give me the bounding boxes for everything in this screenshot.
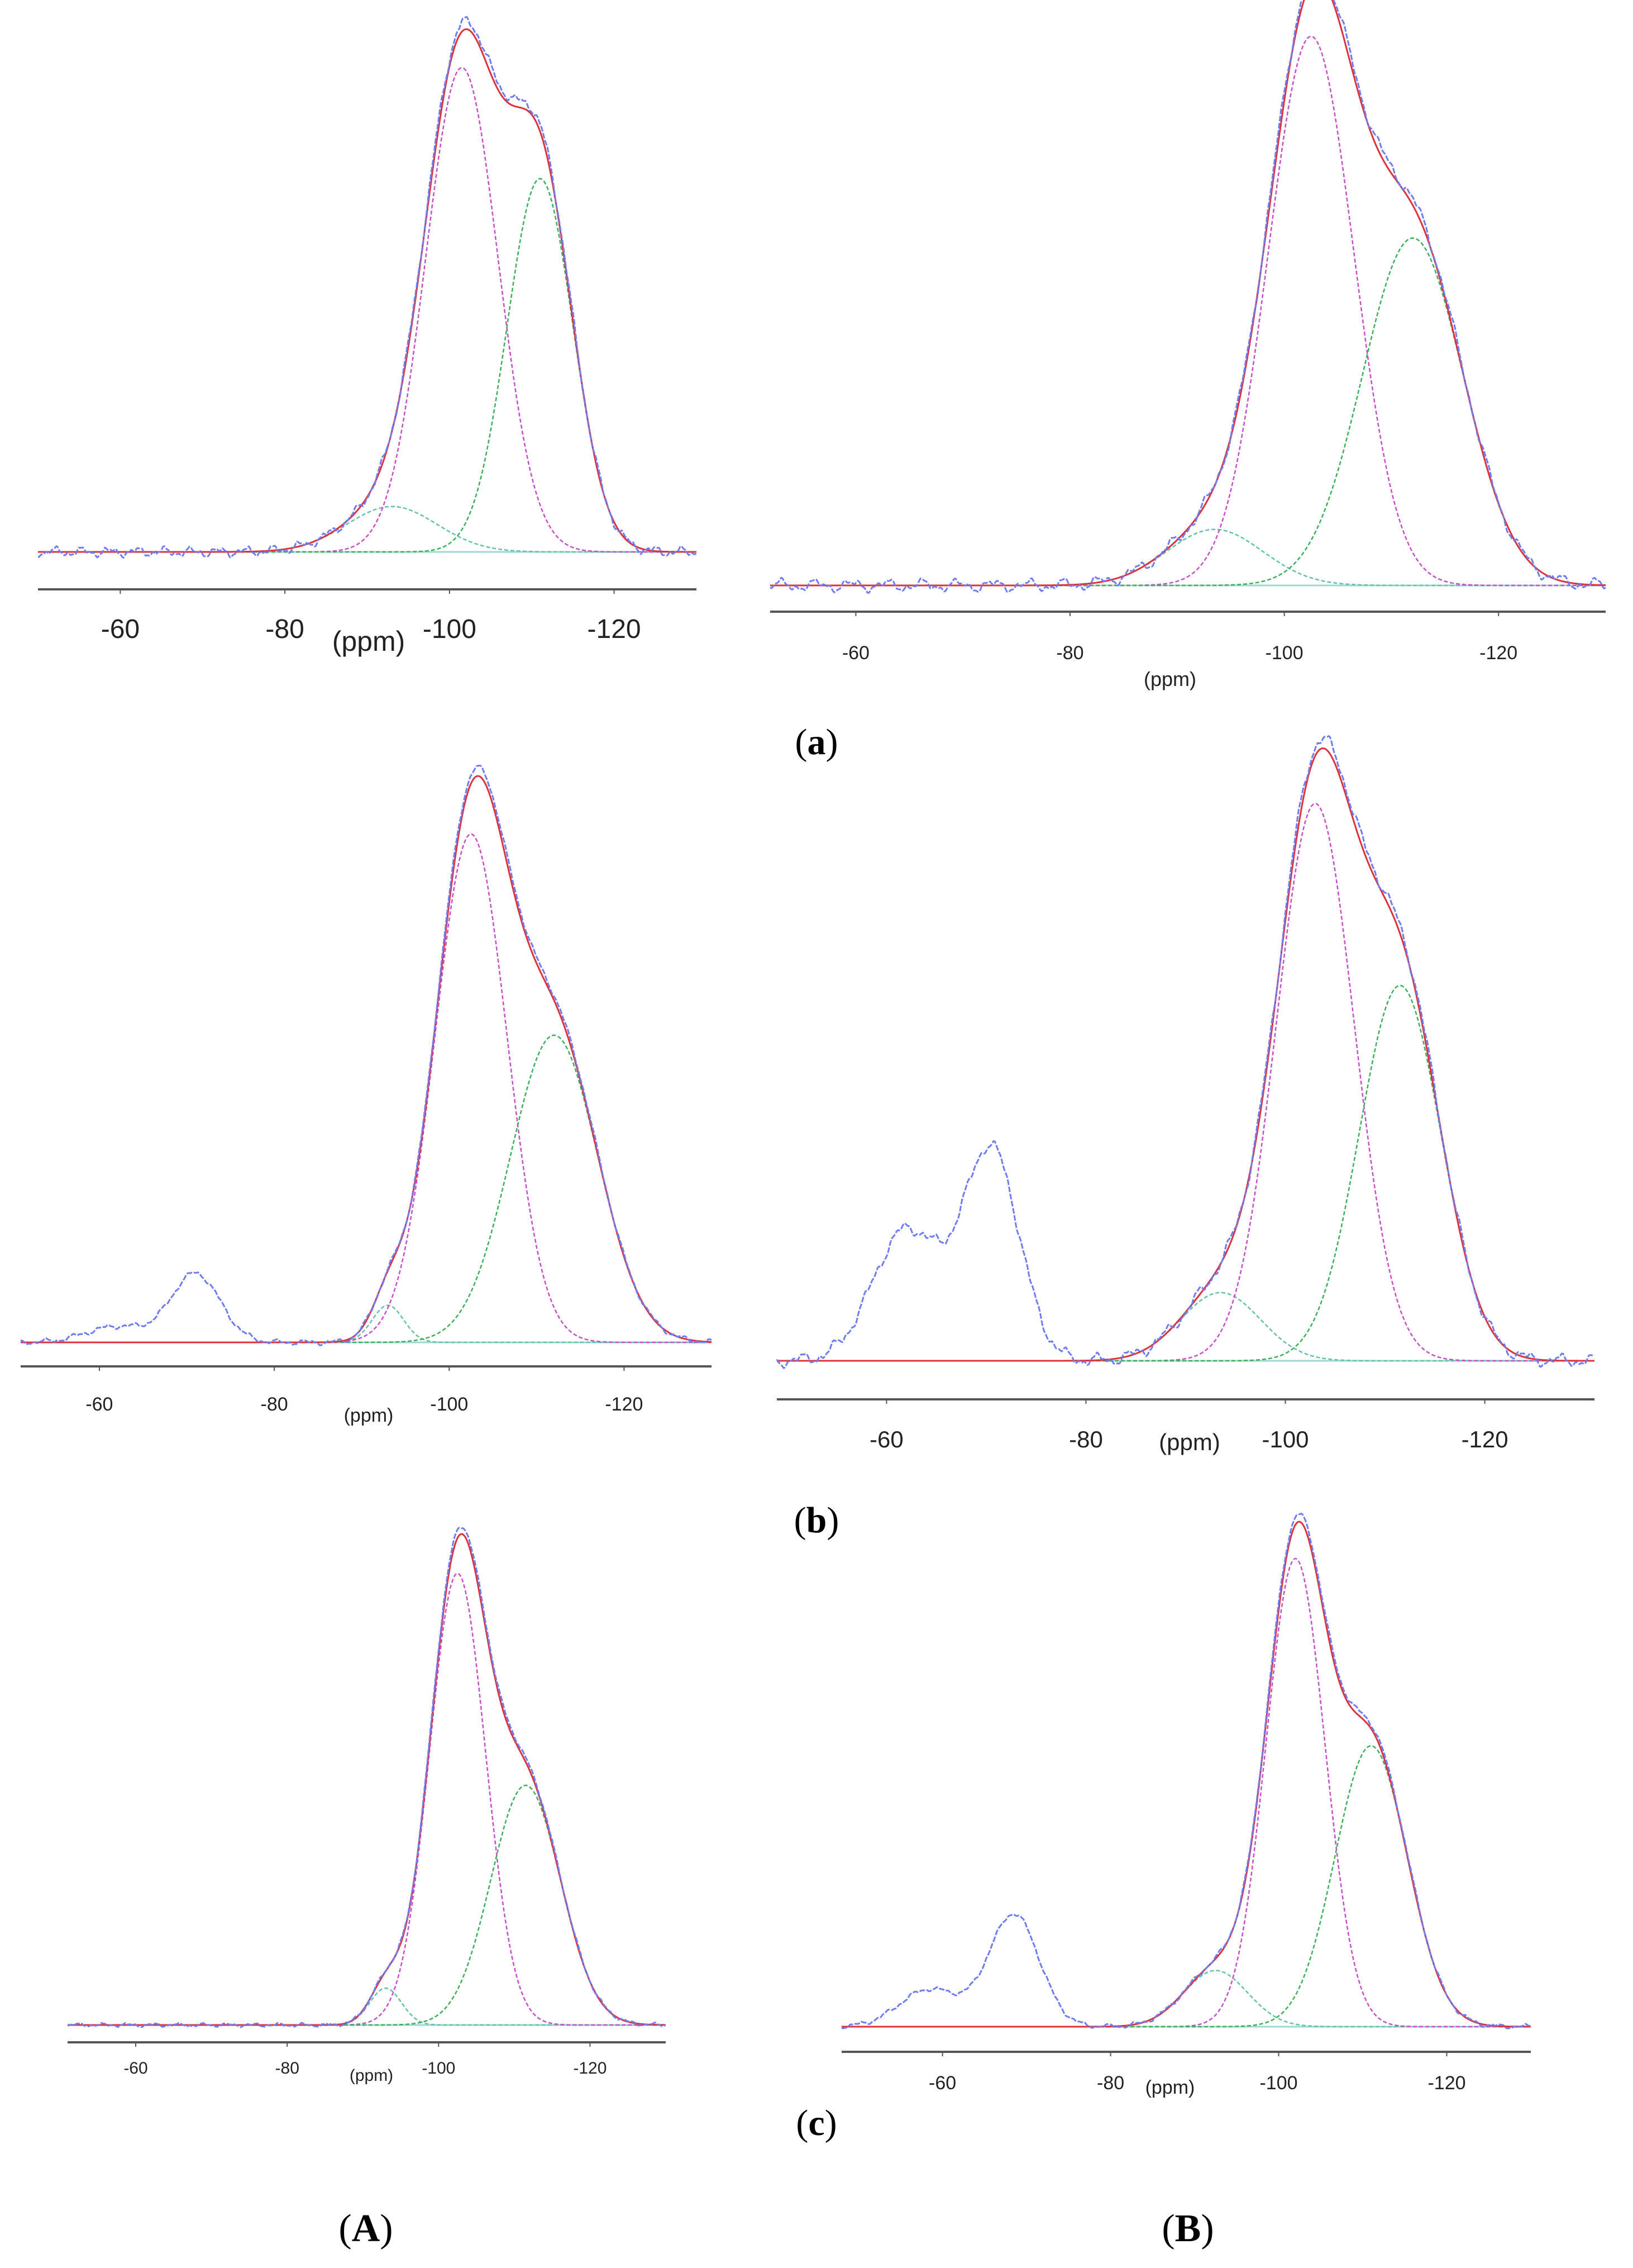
component-q2-c-A [68,1987,666,2026]
x-axis-label-c-B: (ppm) [1145,2077,1195,2098]
panel-c-B: -60 -80 -100 -120 (ppm) [841,1513,1531,2098]
fit-sum-a-A [38,28,696,553]
x-tick-label-a-A-3: -120 [588,614,641,644]
x-tick-label-a-B-0: -60 [842,642,870,664]
experimental-spectrum-a-B [770,0,1606,594]
x-tick-label-b-A-2: -100 [430,1394,468,1415]
panel-b-B: -60 -80 -100 -120 (ppm) [776,735,1594,1455]
x-axis-label-a-A: (ppm) [332,626,405,657]
x-tick-label-b-A-0: -60 [85,1394,113,1415]
experimental-spectrum-b-A [21,764,712,1346]
experimental-spectrum-c-B [841,1513,1531,2029]
fit-sum-b-A [21,775,712,1343]
x-tick-label-c-A-2: -100 [422,2059,455,2078]
x-tick-label-a-A-1: -80 [265,614,304,644]
x-tick-label-c-B-0: -60 [929,2072,956,2094]
component-q2-b-B [777,1292,1594,1362]
x-tick-label-b-A-3: -120 [605,1394,643,1415]
fit-sum-a-B [770,0,1606,587]
fit-sum-c-A [68,1533,666,2026]
component-q3-a-A [38,66,696,553]
component-q3-b-A [21,833,712,1343]
x-tick-label-c-A-0: -60 [123,2059,147,2078]
x-tick-label-a-A-0: -60 [101,614,140,644]
row-label-b: (b) [794,1500,839,1541]
panel-group: -60 -80 -100 -120(ppm) -60 -80 -100 -120(ppm)-6… [21,0,1606,2098]
x-tick-label-a-B-1: -80 [1056,642,1083,664]
component-q4-c-B [842,1745,1531,2028]
component-q4-a-B [770,237,1606,587]
experimental-spectrum-c-A [68,1527,666,2028]
fit-sum-b-B [777,747,1594,1362]
x-tick-label-b-B-3: -120 [1462,1426,1508,1452]
x-tick-label-c-B-2: -100 [1259,2072,1297,2094]
component-q2-a-A [38,506,696,553]
column-label-B: (B) [1162,2207,1214,2250]
row-label-a: (a) [795,722,838,763]
experimental-spectrum-a-A [37,16,697,559]
panel-c-A: -60 -80 -100 -120 (ppm) [68,1527,666,2085]
experimental-spectrum-b-B [776,735,1594,1369]
x-axis-label-b-B: (ppm) [1159,1429,1220,1455]
x-tick-label-b-B-0: -60 [870,1426,904,1452]
x-tick-label-c-B-1: -80 [1097,2072,1124,2094]
panel-a-B: -60 -80 -100 -120 (ppm) [770,0,1606,690]
component-q2-b-A [21,1304,712,1343]
component-q4-c-A [68,1784,666,2026]
panel-b-A: -60 -80 -100 -120 (ppm) [21,764,712,1426]
x-tick-label-b-B-1: -80 [1069,1426,1103,1452]
x-axis-label-a-B: (ppm) [1144,668,1196,690]
x-axis-label-b-A: (ppm) [344,1405,394,1426]
x-axis-label-c-A: (ppm) [350,2066,393,2085]
row-label-c: (c) [796,2103,837,2143]
x-tick-label-b-B-2: -100 [1262,1426,1309,1452]
x-tick-label-a-A-2: -100 [423,614,476,644]
x-tick-label-a-B-2: -100 [1266,642,1303,664]
x-tick-label-b-A-1: -80 [261,1394,288,1415]
x-tick-label-c-A-3: -120 [573,2059,607,2078]
x-tick-label-c-A-1: -80 [275,2059,299,2078]
x-tick-label-c-B-3: -120 [1427,2072,1465,2094]
component-q3-a-B [770,35,1606,587]
component-q3-c-B [842,1557,1531,2028]
column-label-A: (A) [338,2207,393,2250]
fit-sum-c-B [842,1521,1531,2028]
x-tick-label-a-B-3: -120 [1479,642,1517,664]
component-q3-c-A [68,1573,666,2026]
panel-a-A: -60 -80 -100 -120 (ppm) [37,16,697,657]
component-q2-c-B [842,1970,1531,2028]
component-q4-b-A [21,1034,712,1343]
component-q4-a-A [38,178,696,553]
component-q4-b-B [777,984,1594,1362]
